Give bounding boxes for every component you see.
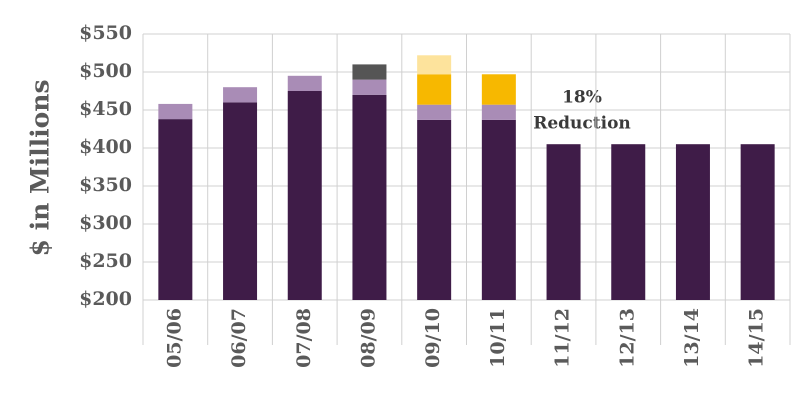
y-axis-title: $ in Millions	[26, 79, 55, 256]
bar-segment	[352, 64, 387, 80]
bar-segment	[481, 119, 516, 300]
bar-segment	[223, 102, 258, 301]
bar-segment	[675, 144, 710, 300]
bar-segment	[352, 94, 387, 300]
bar-segment	[417, 55, 452, 75]
x-tick-label: 13/14	[681, 308, 703, 368]
bar-segment	[740, 144, 775, 300]
x-tick-label: 11/12	[552, 308, 574, 368]
x-tick-label: 07/08	[293, 308, 315, 368]
y-tick-label: $550	[79, 22, 132, 44]
bar-segment	[287, 91, 322, 300]
y-tick-label: $250	[79, 250, 132, 272]
y-tick-label: $300	[79, 212, 132, 234]
bar-segment	[158, 119, 193, 301]
bar-segment	[417, 119, 452, 300]
bar-segment	[352, 79, 387, 95]
y-tick-label: $400	[79, 136, 132, 158]
bar-segment	[223, 87, 258, 103]
x-tick-label: 08/09	[357, 308, 379, 368]
bar-segment	[546, 144, 581, 300]
annotation: 18%	[562, 88, 602, 108]
x-tick-label: 10/11	[487, 308, 509, 368]
x-tick-label: 14/15	[746, 308, 768, 368]
bar-segment	[287, 75, 322, 91]
y-tick-label: $200	[79, 288, 132, 310]
bar-segment	[417, 74, 452, 105]
bar-segment	[611, 144, 646, 300]
annotation: Reduction	[533, 114, 631, 134]
x-tick-label: 05/06	[163, 308, 185, 368]
y-tick-label: $500	[79, 60, 132, 82]
bar-segment	[481, 74, 516, 105]
y-tick-label: $450	[79, 98, 132, 120]
x-tick-label: 12/13	[616, 308, 638, 368]
x-tick-label: 09/10	[422, 308, 444, 368]
bar-segment	[417, 104, 452, 120]
bar-segment	[481, 104, 516, 120]
y-tick-label: $350	[79, 174, 132, 196]
bar-segment	[158, 103, 193, 120]
x-tick-label: 06/07	[228, 308, 250, 368]
